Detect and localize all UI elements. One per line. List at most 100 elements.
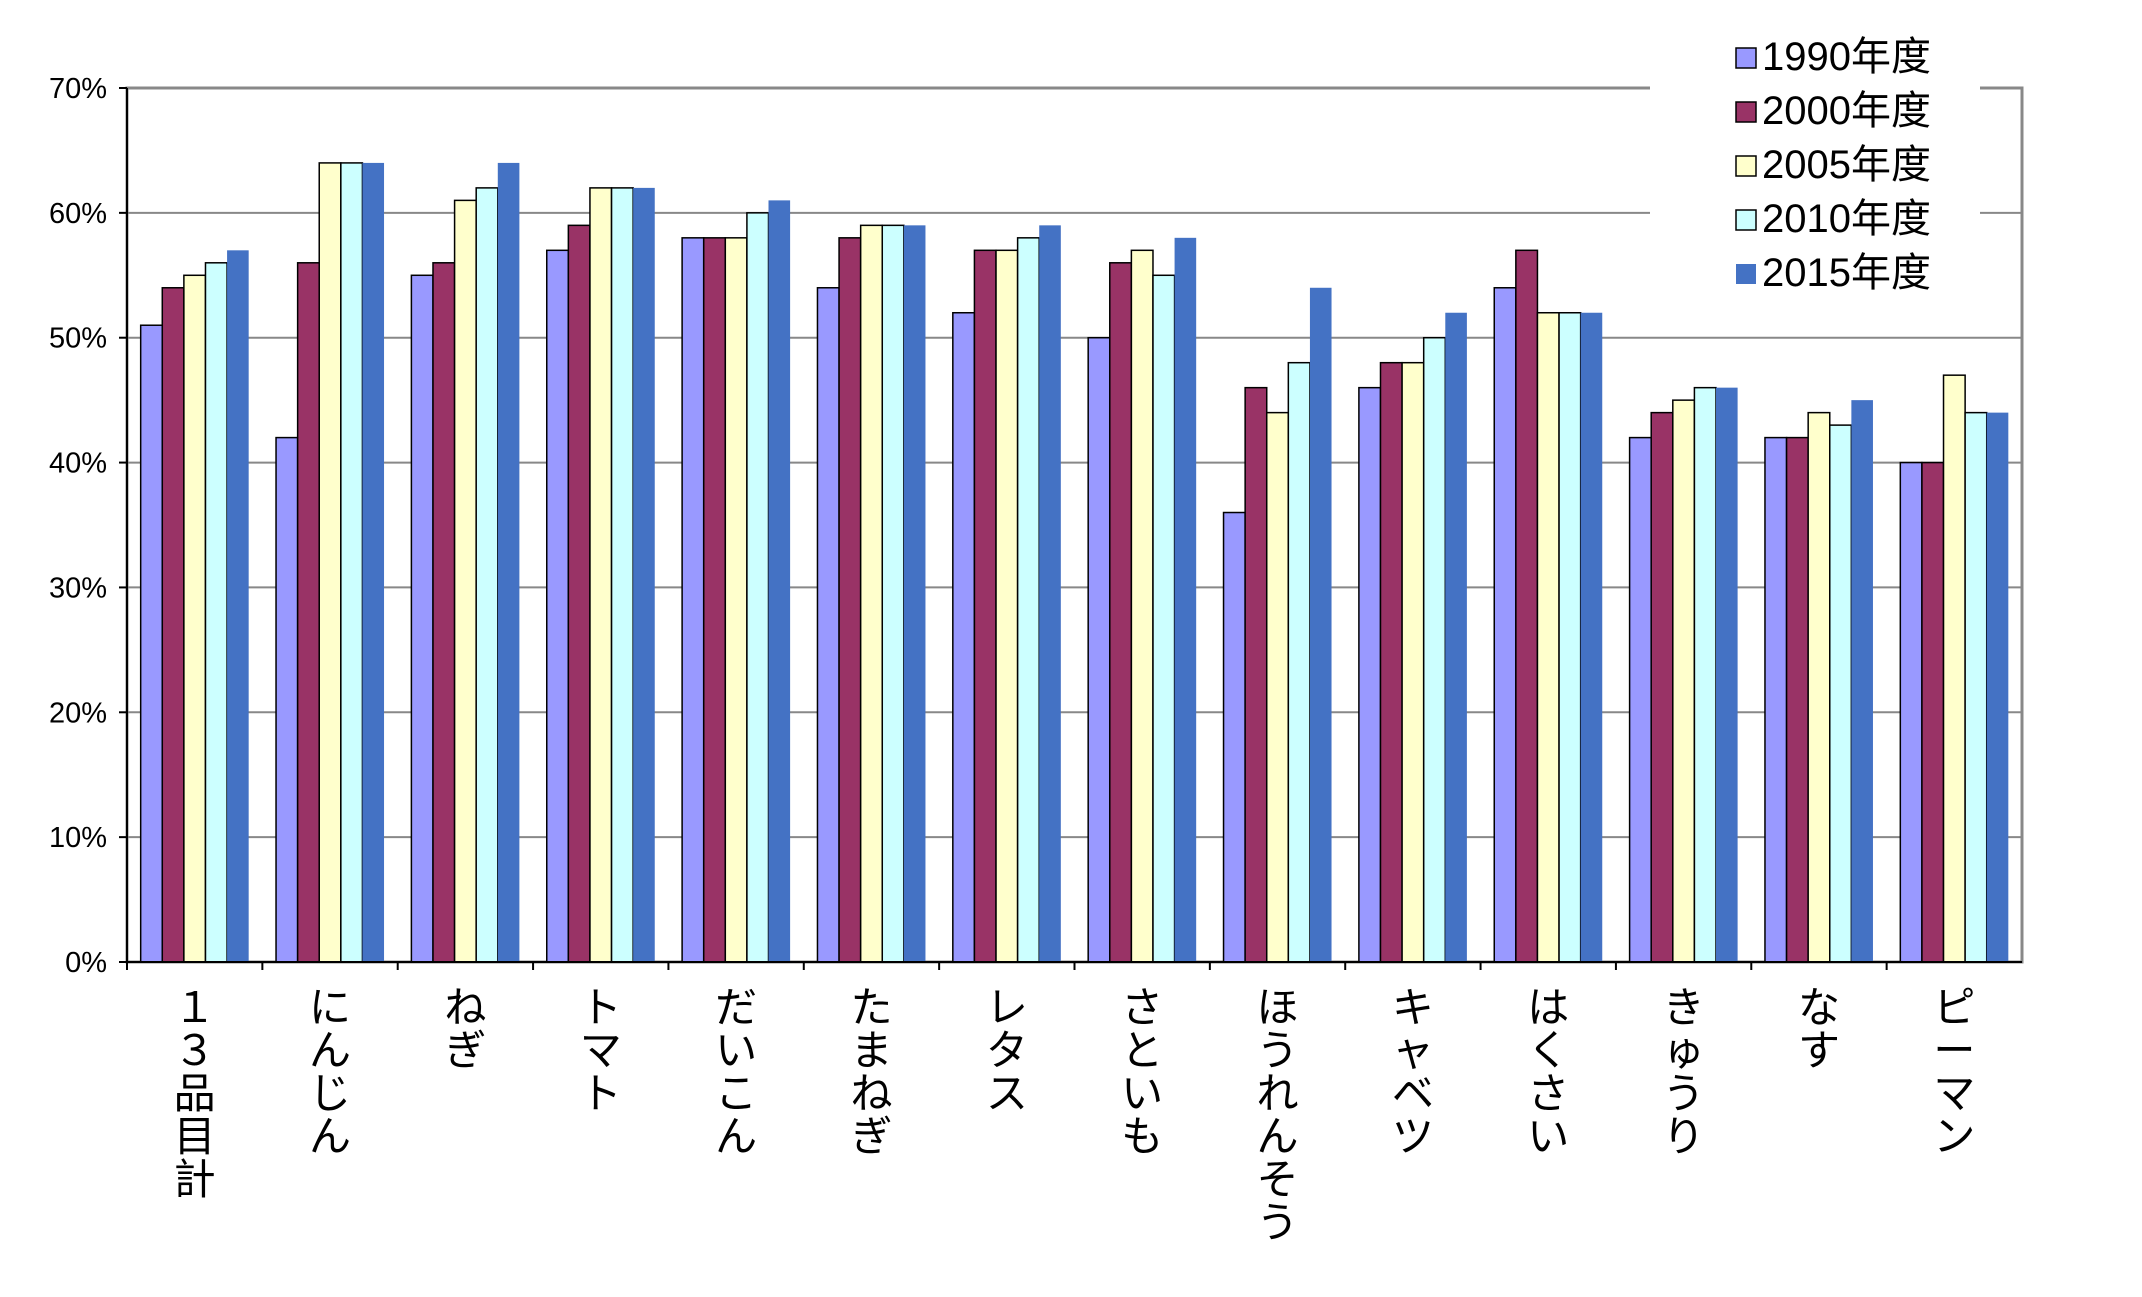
bar bbox=[746, 212, 770, 963]
bar bbox=[1174, 237, 1197, 963]
y-tick-label: 60% bbox=[49, 198, 107, 230]
y-tick-label: 30% bbox=[49, 572, 107, 604]
bar bbox=[275, 436, 299, 963]
x-category-label: ピーマン bbox=[1933, 983, 1975, 1161]
bar bbox=[838, 237, 862, 963]
bar bbox=[139, 324, 164, 963]
bar bbox=[1244, 386, 1268, 963]
legend-swatch bbox=[1735, 47, 1757, 69]
legend-label: 1990年度 bbox=[1762, 35, 1931, 79]
legend: 1990年度 2000年度 2005年度 2010年度 2015年度 bbox=[1650, 35, 1980, 320]
bar bbox=[1130, 249, 1154, 963]
x-category-label: きゅうり bbox=[1663, 983, 1705, 1161]
legend-label: 2010年度 bbox=[1762, 197, 1931, 241]
y-tick-label: 0% bbox=[65, 947, 107, 979]
bar bbox=[432, 262, 456, 963]
y-tick-label: 70% bbox=[49, 73, 107, 105]
bar bbox=[1764, 436, 1788, 963]
bar bbox=[859, 224, 884, 963]
bar bbox=[1039, 225, 1061, 963]
x-category-label: １３品目計 bbox=[174, 983, 216, 1204]
bar bbox=[161, 287, 185, 963]
bar bbox=[681, 237, 705, 963]
legend-label: 2005年度 bbox=[1762, 143, 1931, 187]
bar bbox=[1222, 511, 1246, 963]
x-category-label: キャベツ bbox=[1392, 983, 1434, 1161]
x-category-label: だいこん bbox=[715, 983, 757, 1161]
y-tick-label: 40% bbox=[49, 448, 107, 480]
bar bbox=[1515, 249, 1539, 963]
bar bbox=[567, 224, 591, 963]
y-axis-ticks: 0% 10% 20% 30% 40% 50% 60% 70% bbox=[49, 73, 127, 979]
x-axis-category-labels: １３品目計 にんじん ねぎ トマト だいこん たまねぎ レタス さといも ほうれんそう キャベツ は… bbox=[126, 962, 1975, 1247]
bar bbox=[1309, 287, 1332, 962]
x-category-label: はくさい bbox=[1527, 983, 1569, 1161]
bar bbox=[1558, 311, 1582, 963]
bar bbox=[1493, 287, 1517, 963]
bar bbox=[633, 187, 655, 962]
bar bbox=[973, 249, 997, 963]
bar bbox=[1650, 411, 1674, 963]
bar bbox=[453, 199, 477, 963]
bar bbox=[1422, 336, 1447, 963]
bar bbox=[1536, 311, 1560, 963]
bar bbox=[903, 225, 926, 963]
x-category-label: たまねぎ bbox=[850, 983, 892, 1161]
bar bbox=[1358, 386, 1382, 963]
bar bbox=[1580, 312, 1603, 962]
bar bbox=[227, 250, 249, 963]
bar bbox=[1829, 424, 1853, 963]
legend-swatch bbox=[1736, 264, 1756, 284]
x-category-label: なす bbox=[1798, 983, 1840, 1075]
bar bbox=[1964, 411, 1988, 963]
bar bbox=[1087, 336, 1111, 963]
bar bbox=[995, 249, 1019, 963]
x-category-label: レタス bbox=[986, 983, 1028, 1118]
bar bbox=[816, 287, 840, 963]
y-tick-label: 20% bbox=[49, 697, 107, 729]
bar bbox=[1401, 361, 1425, 963]
legend-label: 2015年度 bbox=[1762, 251, 1931, 295]
legend-background bbox=[1650, 40, 1980, 320]
y-tick-label: 50% bbox=[49, 323, 107, 355]
bar bbox=[475, 187, 499, 963]
bar bbox=[589, 187, 613, 963]
bar bbox=[1628, 436, 1652, 963]
bar bbox=[362, 162, 385, 962]
bar bbox=[1693, 386, 1717, 963]
bar bbox=[1287, 361, 1311, 963]
legend-label: 2000年度 bbox=[1762, 89, 1931, 133]
bar bbox=[497, 162, 520, 962]
bar bbox=[296, 262, 320, 963]
bar bbox=[724, 237, 748, 963]
bar bbox=[1921, 461, 1945, 963]
bar bbox=[610, 187, 634, 963]
bar bbox=[340, 162, 364, 963]
bar bbox=[1807, 411, 1831, 963]
bar bbox=[1851, 400, 1873, 963]
bar bbox=[1445, 312, 1467, 962]
bar bbox=[1016, 237, 1040, 963]
bars bbox=[139, 162, 2009, 963]
bar bbox=[1672, 399, 1696, 963]
bar bbox=[546, 249, 570, 963]
x-category-label: ほうれんそう bbox=[1257, 983, 1299, 1247]
bar bbox=[1109, 262, 1133, 963]
bar bbox=[204, 262, 228, 963]
bar bbox=[1942, 374, 1966, 963]
bar bbox=[881, 224, 905, 963]
bar bbox=[410, 274, 434, 963]
bar bbox=[768, 200, 791, 962]
legend-swatch bbox=[1735, 155, 1757, 177]
bar bbox=[1716, 387, 1738, 963]
bar bbox=[1986, 412, 2009, 963]
bar bbox=[318, 162, 342, 963]
x-category-label: にんじん bbox=[309, 983, 351, 1161]
x-category-label: トマト bbox=[580, 983, 622, 1118]
y-tick-label: 10% bbox=[49, 822, 107, 854]
bar bbox=[952, 311, 976, 963]
bar bbox=[1379, 361, 1403, 963]
bar bbox=[1265, 411, 1290, 963]
bar bbox=[702, 237, 727, 963]
